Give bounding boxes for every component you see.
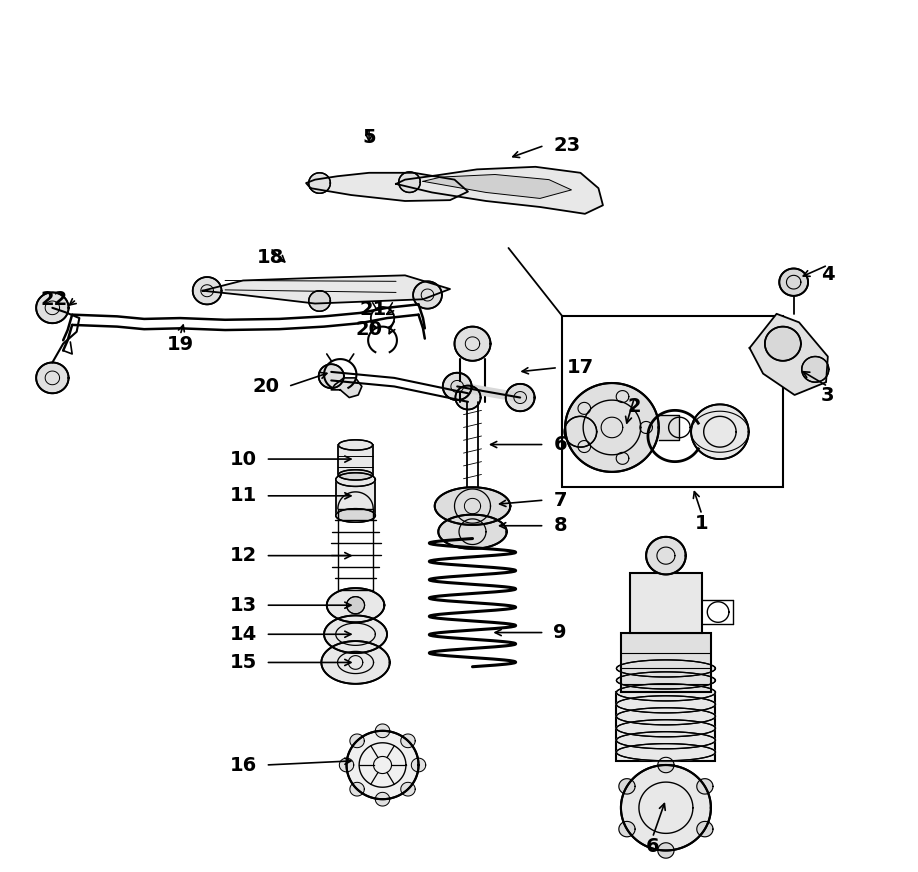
Text: 14: 14 xyxy=(230,624,256,644)
Polygon shape xyxy=(565,416,597,447)
Polygon shape xyxy=(340,758,353,772)
Text: 2: 2 xyxy=(628,398,642,416)
Polygon shape xyxy=(375,793,390,806)
Polygon shape xyxy=(350,782,364,796)
Polygon shape xyxy=(336,508,375,522)
Text: 17: 17 xyxy=(567,358,594,377)
Polygon shape xyxy=(617,732,715,749)
Polygon shape xyxy=(619,821,635,837)
Polygon shape xyxy=(801,357,829,382)
Polygon shape xyxy=(336,473,375,487)
Polygon shape xyxy=(398,172,420,193)
Polygon shape xyxy=(411,758,426,772)
Polygon shape xyxy=(203,276,450,303)
Text: 19: 19 xyxy=(166,335,194,354)
Polygon shape xyxy=(617,744,715,760)
Polygon shape xyxy=(442,372,472,400)
Polygon shape xyxy=(617,684,715,701)
Polygon shape xyxy=(750,314,828,395)
Polygon shape xyxy=(308,173,330,194)
Text: 5: 5 xyxy=(363,128,375,147)
Polygon shape xyxy=(347,731,419,799)
Polygon shape xyxy=(619,779,635,794)
Text: 1: 1 xyxy=(695,514,709,534)
Polygon shape xyxy=(331,378,362,398)
Polygon shape xyxy=(193,277,221,304)
Polygon shape xyxy=(306,173,468,201)
Polygon shape xyxy=(36,363,69,393)
Polygon shape xyxy=(779,269,808,296)
Polygon shape xyxy=(565,383,659,472)
Polygon shape xyxy=(396,167,603,214)
Polygon shape xyxy=(506,384,534,412)
Text: 20: 20 xyxy=(252,377,279,396)
Bar xyxy=(617,692,715,760)
Polygon shape xyxy=(765,327,800,361)
Text: 16: 16 xyxy=(230,755,256,774)
Polygon shape xyxy=(324,616,387,653)
Text: 8: 8 xyxy=(554,516,567,535)
Bar xyxy=(621,632,711,692)
Polygon shape xyxy=(339,439,373,450)
Polygon shape xyxy=(319,364,344,388)
Polygon shape xyxy=(454,327,490,361)
Text: 6: 6 xyxy=(554,435,567,454)
Polygon shape xyxy=(327,588,385,623)
Polygon shape xyxy=(375,724,390,738)
Text: 10: 10 xyxy=(230,450,256,468)
Polygon shape xyxy=(347,596,364,614)
Text: 3: 3 xyxy=(821,386,834,405)
Text: 23: 23 xyxy=(554,136,580,155)
Text: 4: 4 xyxy=(821,265,834,284)
Polygon shape xyxy=(617,696,715,713)
Bar xyxy=(336,480,375,515)
Text: 9: 9 xyxy=(554,623,567,642)
Text: 18: 18 xyxy=(256,248,284,267)
Bar xyxy=(563,317,783,487)
Polygon shape xyxy=(435,487,510,525)
Polygon shape xyxy=(401,782,415,796)
Bar xyxy=(339,445,373,475)
Polygon shape xyxy=(617,708,715,725)
Polygon shape xyxy=(36,292,69,324)
Text: 22: 22 xyxy=(40,290,68,309)
Polygon shape xyxy=(658,842,674,858)
Polygon shape xyxy=(658,757,674,773)
Text: 20: 20 xyxy=(355,320,383,338)
Text: 21: 21 xyxy=(360,300,387,319)
Polygon shape xyxy=(401,734,415,747)
Polygon shape xyxy=(423,174,571,199)
Polygon shape xyxy=(339,470,373,480)
Polygon shape xyxy=(350,734,364,747)
Polygon shape xyxy=(455,385,481,410)
Polygon shape xyxy=(321,641,390,684)
Polygon shape xyxy=(413,282,442,309)
Polygon shape xyxy=(617,719,715,737)
Polygon shape xyxy=(617,660,715,677)
Polygon shape xyxy=(646,537,686,575)
Polygon shape xyxy=(621,765,711,850)
Text: 7: 7 xyxy=(554,491,567,509)
Polygon shape xyxy=(438,514,507,548)
Text: 6: 6 xyxy=(645,837,659,856)
Text: 11: 11 xyxy=(230,487,256,505)
Polygon shape xyxy=(697,821,713,837)
Text: 15: 15 xyxy=(230,653,256,672)
Text: 12: 12 xyxy=(230,546,256,565)
Polygon shape xyxy=(308,290,330,311)
Bar xyxy=(630,573,702,632)
Polygon shape xyxy=(691,405,749,459)
Text: 13: 13 xyxy=(230,596,256,615)
Polygon shape xyxy=(617,671,715,689)
Polygon shape xyxy=(659,414,679,440)
Polygon shape xyxy=(697,779,713,794)
